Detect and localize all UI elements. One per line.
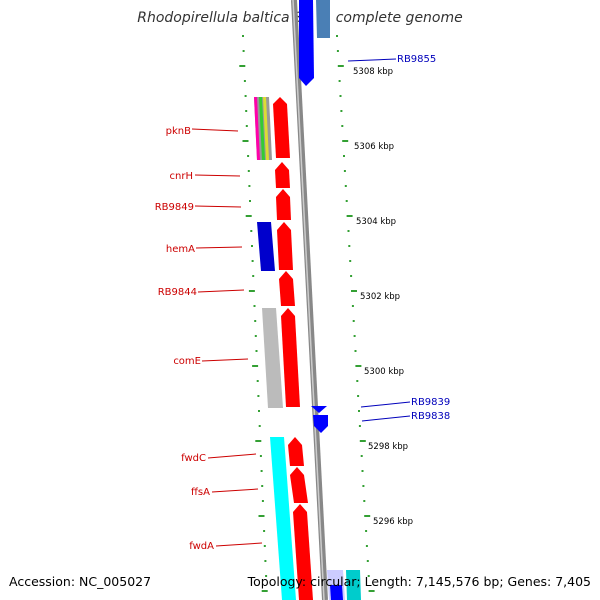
connector-rb9838: [361, 415, 411, 422]
gene-arrow-bottom-blue: [330, 585, 343, 600]
cog-feature-track: [254, 97, 296, 600]
gene-label-fwda: fwdA: [189, 541, 214, 552]
gene-arrow-fwdc: [288, 437, 304, 466]
cog-stripe-green: [259, 97, 265, 160]
gene-label-rb9838: RB9838: [411, 411, 450, 422]
gene-arrow-rb9839: [311, 406, 327, 413]
connector-rb9849: [194, 205, 242, 208]
gene-arrow-hema: [277, 222, 293, 270]
gene-arrow-pknb: [273, 97, 290, 158]
connector-rb9855: [347, 58, 397, 62]
scale-labels: 5308 kbp 5306 kbp 5304 kbp 5302 kbp 5300…: [353, 67, 413, 527]
scale-label-5304: 5304 kbp: [356, 217, 396, 227]
genome-backbone: [291, 0, 328, 600]
gene-arrow-fwda: [293, 504, 313, 600]
connector-pknb: [191, 128, 239, 132]
gene-label-rb9849: RB9849: [155, 202, 194, 213]
scale-label-5298: 5298 kbp: [368, 442, 408, 452]
outer-tick-ring: [336, 35, 375, 592]
gene-label-rb9855: RB9855: [397, 54, 436, 65]
gene-arrow-come: [281, 308, 300, 407]
cog-feature-hema: [257, 222, 275, 271]
connector-hema: [195, 246, 243, 249]
inner-tick-ring: [239, 35, 268, 592]
gene-arrow-rb9855: [299, 0, 314, 86]
gene-arrow-ffsa: [290, 467, 308, 503]
cog-stripe-magenta: [254, 97, 260, 160]
gene-labels: RB9855 pknB cnrH RB9849 hemA RB9844 comE…: [155, 54, 451, 552]
connector-come: [201, 358, 249, 362]
scale-label-5296: 5296 kbp: [373, 517, 413, 527]
cog-feature-fwd: [270, 437, 296, 600]
gene-label-fwdc: fwdC: [181, 453, 206, 464]
scale-label-5300: 5300 kbp: [364, 367, 404, 377]
label-connectors: [191, 58, 411, 547]
gene-label-come: comE: [173, 356, 201, 367]
cog-feature-come: [262, 308, 283, 408]
connector-cnrh: [194, 174, 241, 177]
gene-arrow-rb9844: [279, 271, 295, 306]
scale-label-5302: 5302 kbp: [360, 292, 400, 302]
gene-arrow-rb9855-light: [316, 0, 330, 38]
reverse-strand-genes: [299, 0, 361, 600]
gene-label-rb9844: RB9844: [158, 287, 197, 298]
connector-fwdc: [207, 453, 257, 459]
connector-fwda: [215, 542, 263, 547]
gene-label-rb9839: RB9839: [411, 397, 450, 408]
forward-strand-genes: [273, 97, 313, 600]
genome-summary-text: Topology: circular; Length: 7,145,576 bp…: [247, 574, 591, 589]
gene-label-pknb: pknB: [166, 126, 191, 137]
gene-label-cnrh: cnrH: [170, 171, 193, 182]
scale-label-5306: 5306 kbp: [354, 142, 394, 152]
gene-arrow-rb9849: [276, 189, 291, 220]
gene-arrow-rb9838: [313, 415, 328, 433]
scale-label-5308: 5308 kbp: [353, 67, 393, 77]
connector-rb9844: [197, 289, 245, 293]
connector-rb9839: [360, 401, 411, 408]
gene-arrow-bottom-cyan: [346, 570, 361, 600]
accession-text: Accession: NC_005027: [9, 574, 151, 589]
connector-ffsa: [211, 488, 259, 493]
gene-label-hema: hemA: [166, 244, 195, 255]
gene-label-ffsa: ffsA: [191, 487, 210, 498]
gene-arrow-cnrh: [275, 162, 290, 188]
cog-stripe-yellow: [263, 97, 269, 160]
